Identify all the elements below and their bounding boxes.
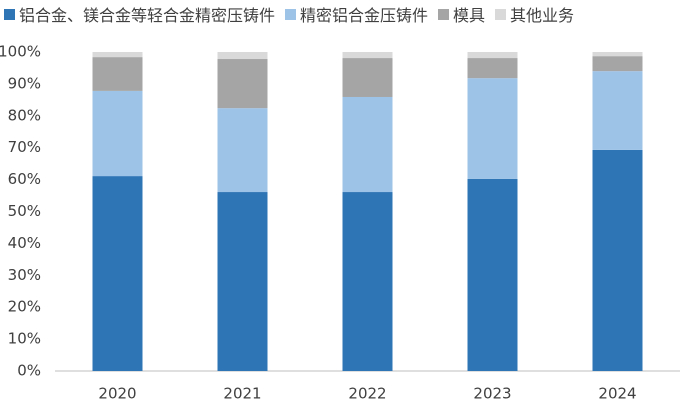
y-tick-label: 60% xyxy=(8,170,41,188)
y-tick-label: 20% xyxy=(8,298,41,316)
bar-segment xyxy=(592,56,643,72)
x-tick-label: 2022 xyxy=(348,385,386,403)
y-tick-label: 30% xyxy=(8,266,41,284)
legend-label: 铝合金、镁合金等轻合金精密压铸件 xyxy=(19,6,276,25)
legend-item: 其他业务 xyxy=(495,2,574,26)
y-tick-label: 100% xyxy=(0,43,41,61)
bar-segment xyxy=(342,192,393,371)
bar-segment xyxy=(217,192,268,371)
y-tick-label: 50% xyxy=(8,202,41,220)
bar-segment xyxy=(592,52,643,57)
bar-segment xyxy=(467,52,518,59)
legend-item: 精密铝合金压铸件 xyxy=(285,2,428,26)
legend-item: 铝合金、镁合金等轻合金精密压铸件 xyxy=(4,2,275,26)
bar-segment xyxy=(217,108,268,193)
bar-segment xyxy=(92,176,143,371)
bar-segment xyxy=(467,178,518,371)
legend-item: 模具 xyxy=(438,2,485,26)
y-tick-label: 40% xyxy=(8,234,41,252)
bar-segment xyxy=(342,58,393,97)
bar-segment xyxy=(592,149,643,371)
legend-swatch xyxy=(4,8,15,20)
legend-swatch xyxy=(285,8,297,20)
x-tick-label: 2021 xyxy=(223,385,261,403)
bar-segment xyxy=(467,78,518,179)
bar-segment xyxy=(217,52,268,60)
legend-label: 精密铝合金压铸件 xyxy=(300,6,429,25)
bar-segment xyxy=(467,58,518,79)
bar-segment xyxy=(92,52,143,58)
bar-segment xyxy=(342,52,393,59)
bar-segment xyxy=(92,90,143,177)
y-tick-label: 70% xyxy=(8,138,41,156)
y-tick-label: 80% xyxy=(8,106,41,124)
y-tick-label: 0% xyxy=(17,362,41,380)
legend-swatch xyxy=(495,8,507,20)
bar-segment xyxy=(592,71,643,150)
bar-segment xyxy=(92,57,143,91)
legend: 铝合金、镁合金等轻合金精密压铸件 精密铝合金压铸件 模具 其他业务 xyxy=(4,2,574,26)
x-tick-label: 2023 xyxy=(473,385,511,403)
bar-segment xyxy=(217,59,268,109)
y-tick-label: 10% xyxy=(8,330,41,348)
legend-label: 模具 xyxy=(453,6,486,25)
y-tick-label: 90% xyxy=(8,74,41,92)
x-tick-label: 2020 xyxy=(98,385,136,403)
x-tick-label: 2024 xyxy=(598,385,636,403)
legend-swatch xyxy=(438,8,450,20)
legend-label: 其他业务 xyxy=(510,6,575,25)
bar-segment xyxy=(342,96,393,193)
